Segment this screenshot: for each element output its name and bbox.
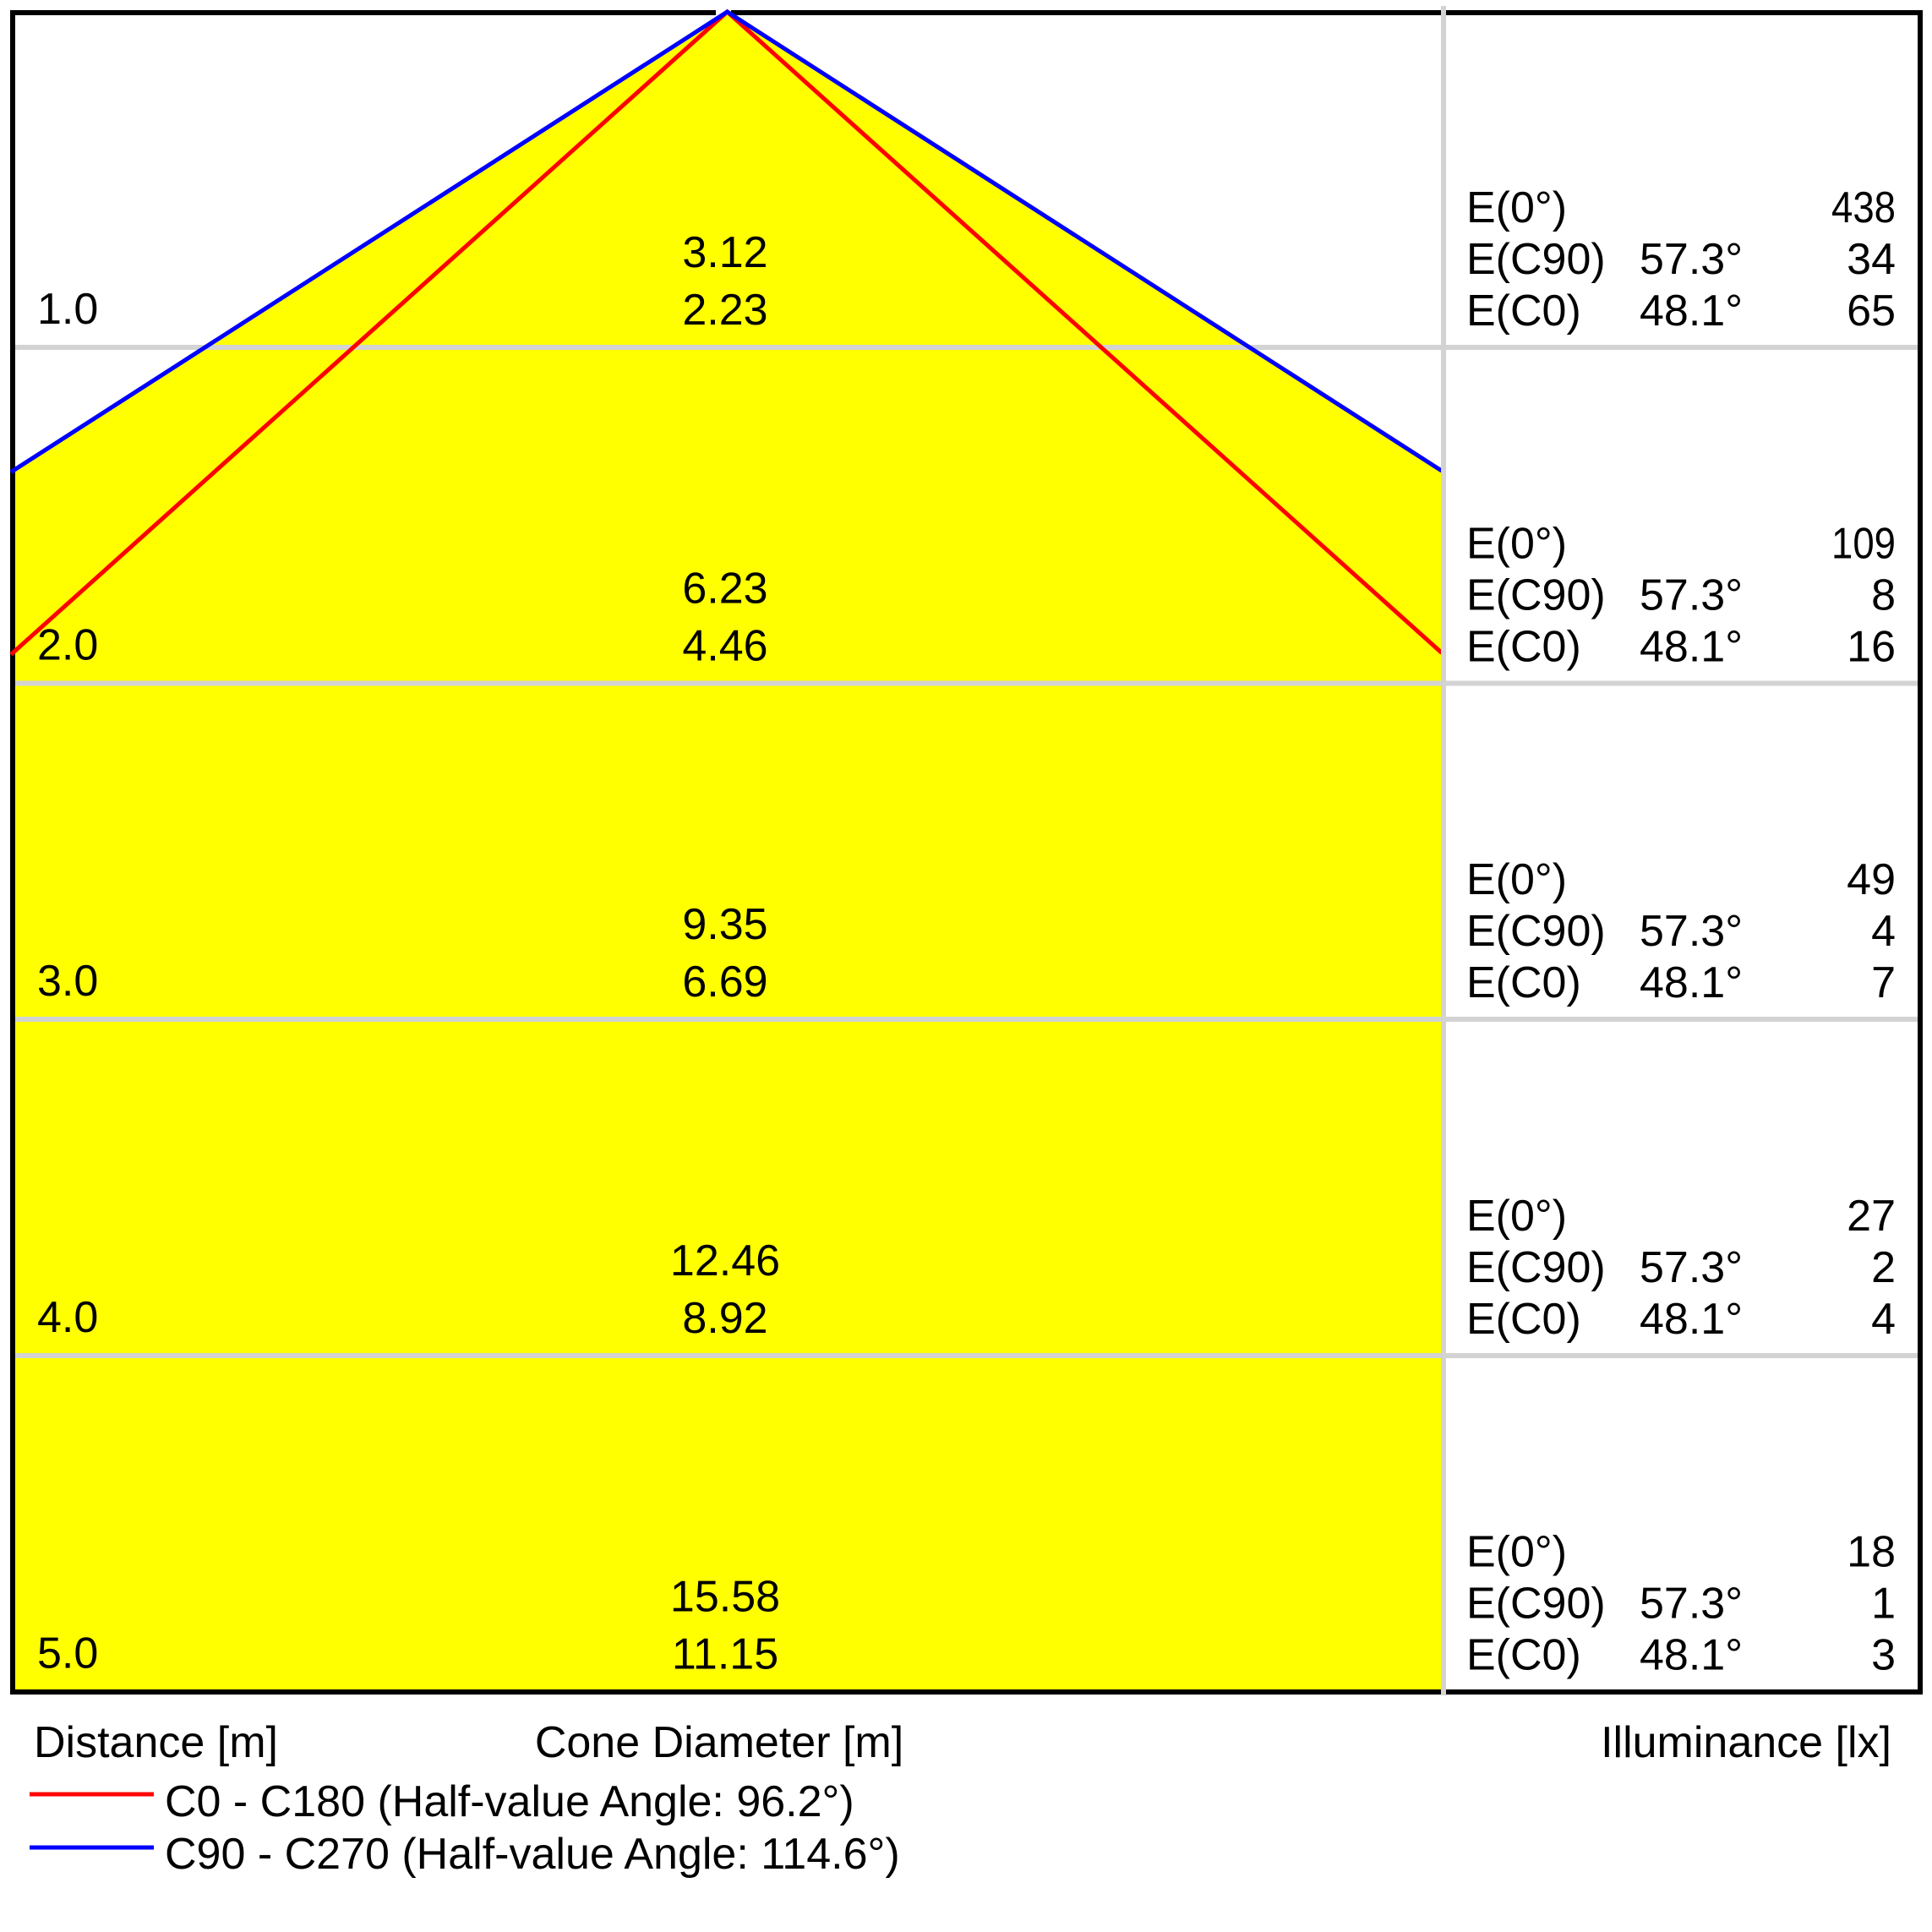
svg-text:27: 27 <box>1847 1192 1896 1241</box>
svg-text:E(C0): E(C0) <box>1466 1631 1581 1680</box>
svg-text:48.1°: 48.1° <box>1640 1631 1743 1680</box>
svg-text:2.23: 2.23 <box>682 286 767 335</box>
svg-text:57.3°: 57.3° <box>1640 1243 1743 1292</box>
svg-text:Illuminance [lx]: Illuminance [lx] <box>1601 1718 1891 1767</box>
svg-text:7: 7 <box>1871 958 1896 1007</box>
svg-text:16: 16 <box>1847 623 1896 672</box>
svg-text:34: 34 <box>1847 235 1896 284</box>
svg-text:8: 8 <box>1871 571 1896 620</box>
svg-text:E(0°): E(0°) <box>1466 183 1567 232</box>
svg-text:E(C0): E(C0) <box>1466 958 1581 1007</box>
svg-text:3.12: 3.12 <box>682 228 767 277</box>
svg-text:109: 109 <box>1831 520 1896 569</box>
svg-text:57.3°: 57.3° <box>1640 1580 1743 1629</box>
svg-text:E(C0): E(C0) <box>1466 1295 1581 1344</box>
svg-text:Distance [m]: Distance [m] <box>34 1718 278 1767</box>
svg-text:E(C90): E(C90) <box>1466 571 1606 620</box>
svg-text:5.0: 5.0 <box>37 1629 98 1678</box>
svg-text:48.1°: 48.1° <box>1640 1295 1743 1344</box>
svg-text:3: 3 <box>1871 1631 1896 1680</box>
svg-text:1: 1 <box>1871 1580 1896 1629</box>
svg-text:4: 4 <box>1871 907 1896 956</box>
svg-text:E(C90): E(C90) <box>1466 1580 1606 1629</box>
svg-text:11.15: 11.15 <box>672 1630 778 1679</box>
svg-text:E(0°): E(0°) <box>1466 520 1567 569</box>
svg-text:E(0°): E(0°) <box>1466 855 1567 904</box>
svg-text:C90 - C270 (Half-value Angle:: C90 - C270 (Half-value Angle: 114.6°) <box>165 1830 900 1879</box>
svg-text:9.35: 9.35 <box>682 900 767 949</box>
svg-text:48.1°: 48.1° <box>1640 623 1743 672</box>
svg-text:E(C90): E(C90) <box>1466 235 1606 284</box>
svg-text:E(C90): E(C90) <box>1466 907 1606 956</box>
svg-text:49: 49 <box>1847 855 1896 904</box>
svg-text:4.46: 4.46 <box>682 622 767 671</box>
svg-text:E(C0): E(C0) <box>1466 287 1581 336</box>
svg-text:438: 438 <box>1831 183 1896 232</box>
svg-text:6.69: 6.69 <box>682 958 767 1007</box>
svg-text:15.58: 15.58 <box>670 1573 780 1622</box>
svg-text:8.92: 8.92 <box>682 1294 767 1343</box>
svg-text:65: 65 <box>1847 287 1896 336</box>
svg-text:1.0: 1.0 <box>37 285 98 334</box>
svg-text:57.3°: 57.3° <box>1640 235 1743 284</box>
svg-text:Cone Diameter [m]: Cone Diameter [m] <box>535 1718 903 1767</box>
svg-text:4: 4 <box>1871 1295 1896 1344</box>
svg-text:48.1°: 48.1° <box>1640 287 1743 336</box>
svg-text:3.0: 3.0 <box>37 957 98 1006</box>
svg-text:E(0°): E(0°) <box>1466 1192 1567 1241</box>
svg-text:E(C90): E(C90) <box>1466 1243 1606 1292</box>
svg-text:C0 - C180 (Half-value Angle: 9: C0 - C180 (Half-value Angle: 96.2°) <box>165 1777 854 1826</box>
svg-text:57.3°: 57.3° <box>1640 907 1743 956</box>
svg-text:2.0: 2.0 <box>37 621 98 670</box>
svg-text:E(0°): E(0°) <box>1466 1528 1567 1577</box>
svg-text:18: 18 <box>1847 1528 1896 1577</box>
svg-text:E(C0): E(C0) <box>1466 623 1581 672</box>
svg-text:6.23: 6.23 <box>682 565 767 614</box>
svg-text:12.46: 12.46 <box>670 1236 780 1285</box>
svg-text:4.0: 4.0 <box>37 1293 98 1342</box>
svg-text:2: 2 <box>1871 1243 1896 1292</box>
svg-text:48.1°: 48.1° <box>1640 958 1743 1007</box>
svg-text:57.3°: 57.3° <box>1640 571 1743 620</box>
